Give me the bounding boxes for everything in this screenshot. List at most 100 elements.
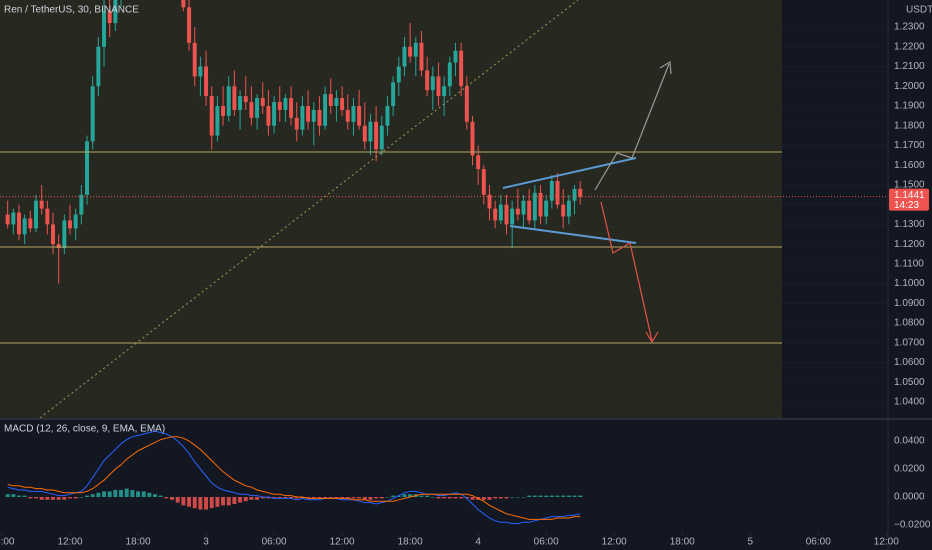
drawings [0, 0, 782, 419]
histogram-bar [317, 497, 322, 499]
candle-body [272, 102, 277, 126]
histogram-bar [379, 497, 384, 499]
histogram-bar [130, 490, 135, 497]
macd-title: MACD (12, 26, close, 9, EMA, EMA) [4, 424, 165, 435]
histogram-bar [368, 497, 373, 500]
histogram-bar [328, 497, 333, 499]
candle-body [391, 82, 396, 106]
countdown-label: 14:23 [894, 200, 919, 211]
candle-body [357, 105, 362, 126]
candle-body [294, 117, 299, 130]
histogram-bar [453, 497, 458, 499]
y-tick-label: 1.1500 [894, 180, 925, 191]
histogram-bar [572, 495, 577, 497]
candle-body [504, 204, 509, 225]
histogram-bar [351, 497, 356, 499]
candle-body [96, 46, 101, 87]
candle-body [56, 244, 61, 249]
candle-body [396, 66, 401, 83]
candle-body [90, 86, 95, 142]
histogram-bar [226, 497, 231, 506]
y-tick-label: −0.0200 [894, 520, 931, 531]
candle-body [266, 105, 271, 126]
x-tick-label: 4 [475, 537, 481, 548]
candle-body [408, 46, 413, 57]
histogram-bar [119, 490, 124, 497]
histogram-bar [527, 495, 532, 497]
histogram-bar [243, 497, 248, 502]
x-tick-label: 06:00 [806, 537, 831, 548]
x-tick-label: 06:00 [534, 537, 559, 548]
y-tick-label: 1.2000 [894, 81, 925, 92]
histogram-bar [402, 494, 407, 497]
candle-body [221, 105, 226, 116]
histogram-bar [294, 497, 299, 499]
x-tick-label: 18:00 [126, 537, 151, 548]
candle-body [34, 200, 38, 229]
histogram-bar [498, 497, 503, 499]
candle-body [453, 50, 458, 63]
histogram-bar [334, 497, 339, 499]
histogram-bar [345, 497, 350, 499]
candle-body [498, 204, 503, 221]
candle-body [527, 200, 532, 221]
grid [0, 26, 888, 403]
x-tick-label: 12:00 [330, 537, 355, 548]
histogram-bar [504, 497, 509, 499]
candle-body [464, 86, 469, 122]
histogram-bar [17, 495, 21, 497]
histogram-bar [493, 497, 498, 499]
y-tick-label: 1.0900 [894, 298, 925, 309]
histogram-bar [51, 497, 55, 500]
histogram-bar [62, 497, 67, 500]
bullish-arrow [594, 63, 670, 191]
candle-body [561, 204, 566, 217]
chart-title: Ren / TetherUS, 30, BINANCE [4, 5, 139, 16]
histogram-bar [425, 495, 430, 497]
candle-body [289, 98, 294, 118]
histogram-bar [362, 497, 367, 500]
macd-line [7, 430, 581, 525]
histogram-bar [272, 497, 277, 499]
y-tick-label: 1.0500 [894, 377, 925, 388]
triangle-upper [502, 157, 637, 189]
candle-body [283, 98, 288, 110]
y-tick-label: 1.0600 [894, 357, 925, 368]
candle-body [470, 121, 475, 156]
candle-body [62, 220, 67, 249]
histogram-bar [510, 497, 515, 498]
histogram-bar [578, 495, 583, 497]
candle-body [368, 121, 373, 142]
arrowhead [659, 60, 672, 75]
histogram-bar [107, 491, 112, 497]
histogram-bar [124, 488, 129, 497]
histogram-bar [96, 492, 101, 497]
candle-body [79, 194, 84, 215]
candle-body [39, 200, 44, 209]
histogram-bar [147, 492, 152, 497]
histogram-bar [232, 497, 237, 504]
histogram-bar [255, 497, 260, 500]
histogram-bar [470, 497, 475, 500]
highlight-box [0, 0, 782, 418]
histogram-bar [90, 494, 95, 497]
candle-body [521, 200, 526, 215]
axis-unit: USDT [906, 5, 932, 16]
candle-body [68, 220, 72, 229]
histogram-bar [192, 497, 197, 509]
macd-pane [5, 430, 583, 525]
candle-body [459, 50, 464, 87]
histogram-bar [79, 497, 84, 498]
candle-body [566, 200, 571, 217]
y-tick-label: 1.0800 [894, 318, 925, 329]
candle-body [306, 105, 311, 122]
y-tick-label: 1.1900 [894, 101, 925, 112]
x-tick-label: 12:00 [602, 537, 627, 548]
y-tick-label: 0.0000 [894, 492, 925, 503]
candle-body [515, 208, 520, 215]
x-tick-label: 18:00 [670, 537, 695, 548]
candle-body [260, 98, 265, 106]
histogram-bar [357, 497, 362, 499]
histogram-bar [11, 494, 16, 497]
